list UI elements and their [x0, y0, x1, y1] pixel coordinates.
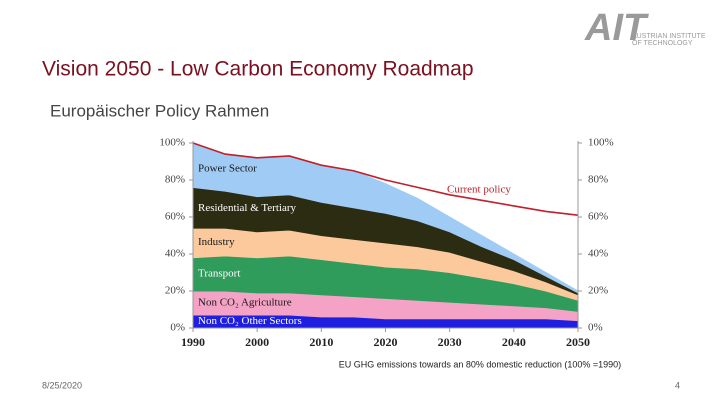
series-label: Non CO₂ Other Sectors [198, 315, 302, 327]
y-tick-label: 20% [165, 285, 185, 297]
y-tick-label: 80% [165, 174, 185, 186]
series-label: Power Sector [198, 162, 257, 174]
y2-tick-label: 0% [588, 322, 603, 334]
x-tick-label: 2020 [374, 335, 398, 349]
y2-tick-label: 60% [588, 211, 608, 223]
series-label: Residential & Tertiary [198, 202, 297, 214]
line [192, 142, 579, 216]
x-tick-label: 1990 [181, 335, 205, 349]
logo: AIT AUSTRIAN INSTITUTE OF TECHNOLOGY [584, 7, 706, 49]
chart-caption: EU GHG emissions towards an 80% domestic… [339, 359, 621, 369]
x-tick-label: 2010 [309, 335, 333, 349]
y2-tick-label: 100% [588, 137, 614, 149]
line-label: Current policy [447, 184, 511, 196]
x-tick-label: 2040 [502, 335, 526, 349]
y2-tick-label: 40% [588, 248, 608, 260]
y2-tick-label: 80% [588, 174, 608, 186]
series-label: Non CO₂ Agriculture [198, 297, 292, 309]
slide-title: Vision 2050 - Low Carbon Economy Roadmap [42, 58, 474, 81]
slide-subtitle: Europäischer Policy Rahmen [50, 101, 269, 120]
y-tick-label: 60% [165, 211, 185, 223]
chart: Non CO₂ Other Sectors Non CO₂ Agriculture… [159, 137, 613, 349]
y-tick-label: 0% [170, 322, 185, 334]
y2-tick-label: 20% [588, 285, 608, 297]
footer-date: 8/25/2020 [42, 380, 82, 390]
x-tick-label: 2050 [566, 335, 590, 349]
series-label: Transport [198, 267, 240, 279]
y-tick-label: 40% [165, 248, 185, 260]
x-tick-label: 2000 [245, 335, 269, 349]
logo-name: OF TECHNOLOGY [632, 40, 693, 47]
series-label: Industry [198, 236, 235, 248]
logo-name: AUSTRIAN INSTITUTE [632, 33, 706, 40]
logo-mark: AIT [584, 7, 649, 49]
page-number: 4 [675, 380, 680, 390]
x-tick-label: 2030 [438, 335, 462, 349]
y-tick-label: 100% [159, 137, 185, 149]
